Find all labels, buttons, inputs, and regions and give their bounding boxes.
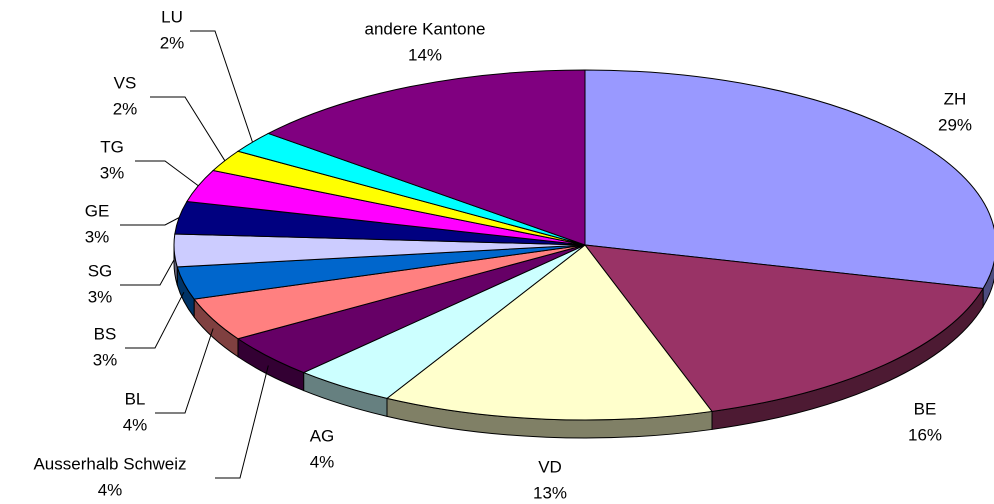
slice-value-label: 3% [93,350,118,369]
slice-value-label: 14% [408,45,442,64]
slice-value-label: 4% [310,452,335,471]
slice-label: AG [310,426,335,445]
leader-line [135,160,199,187]
slice [584,69,994,290]
slice-label: SG [88,261,113,280]
slice-label: BE [914,399,937,418]
slice-label: ZH [944,89,967,108]
slice-label: BL [125,389,146,408]
slice-value-label: 16% [908,425,942,444]
slice [583,244,984,412]
slice-value-label: 4% [123,415,148,434]
slice-label: GE [85,201,110,220]
slice-value-label: 2% [113,99,138,118]
slice-value-label: 3% [88,287,113,306]
slice-label: VD [538,457,562,476]
leader-line [190,30,253,143]
slice-value-label: 13% [533,483,567,502]
slice-value-label: 2% [160,33,185,52]
slice [385,244,713,421]
leader-line [215,365,269,479]
slice-value-label: 29% [938,115,972,134]
slice-value-label: 3% [100,163,125,182]
leader-line [120,259,175,286]
slice [267,69,586,246]
slice-value-label: 3% [85,227,110,246]
slice-label: Ausserhalb Schweiz [33,454,186,473]
leader-line [155,328,214,414]
leader-line [120,217,180,226]
leader-line [125,291,185,349]
slice-value-label: 4% [98,480,123,499]
slice-label: VS [114,73,137,92]
slice-label: andere Kantone [365,19,486,38]
leader-line [150,96,226,161]
slice-label: BS [94,324,117,343]
slice-label: LU [161,7,183,26]
slice-label: TG [100,137,124,156]
